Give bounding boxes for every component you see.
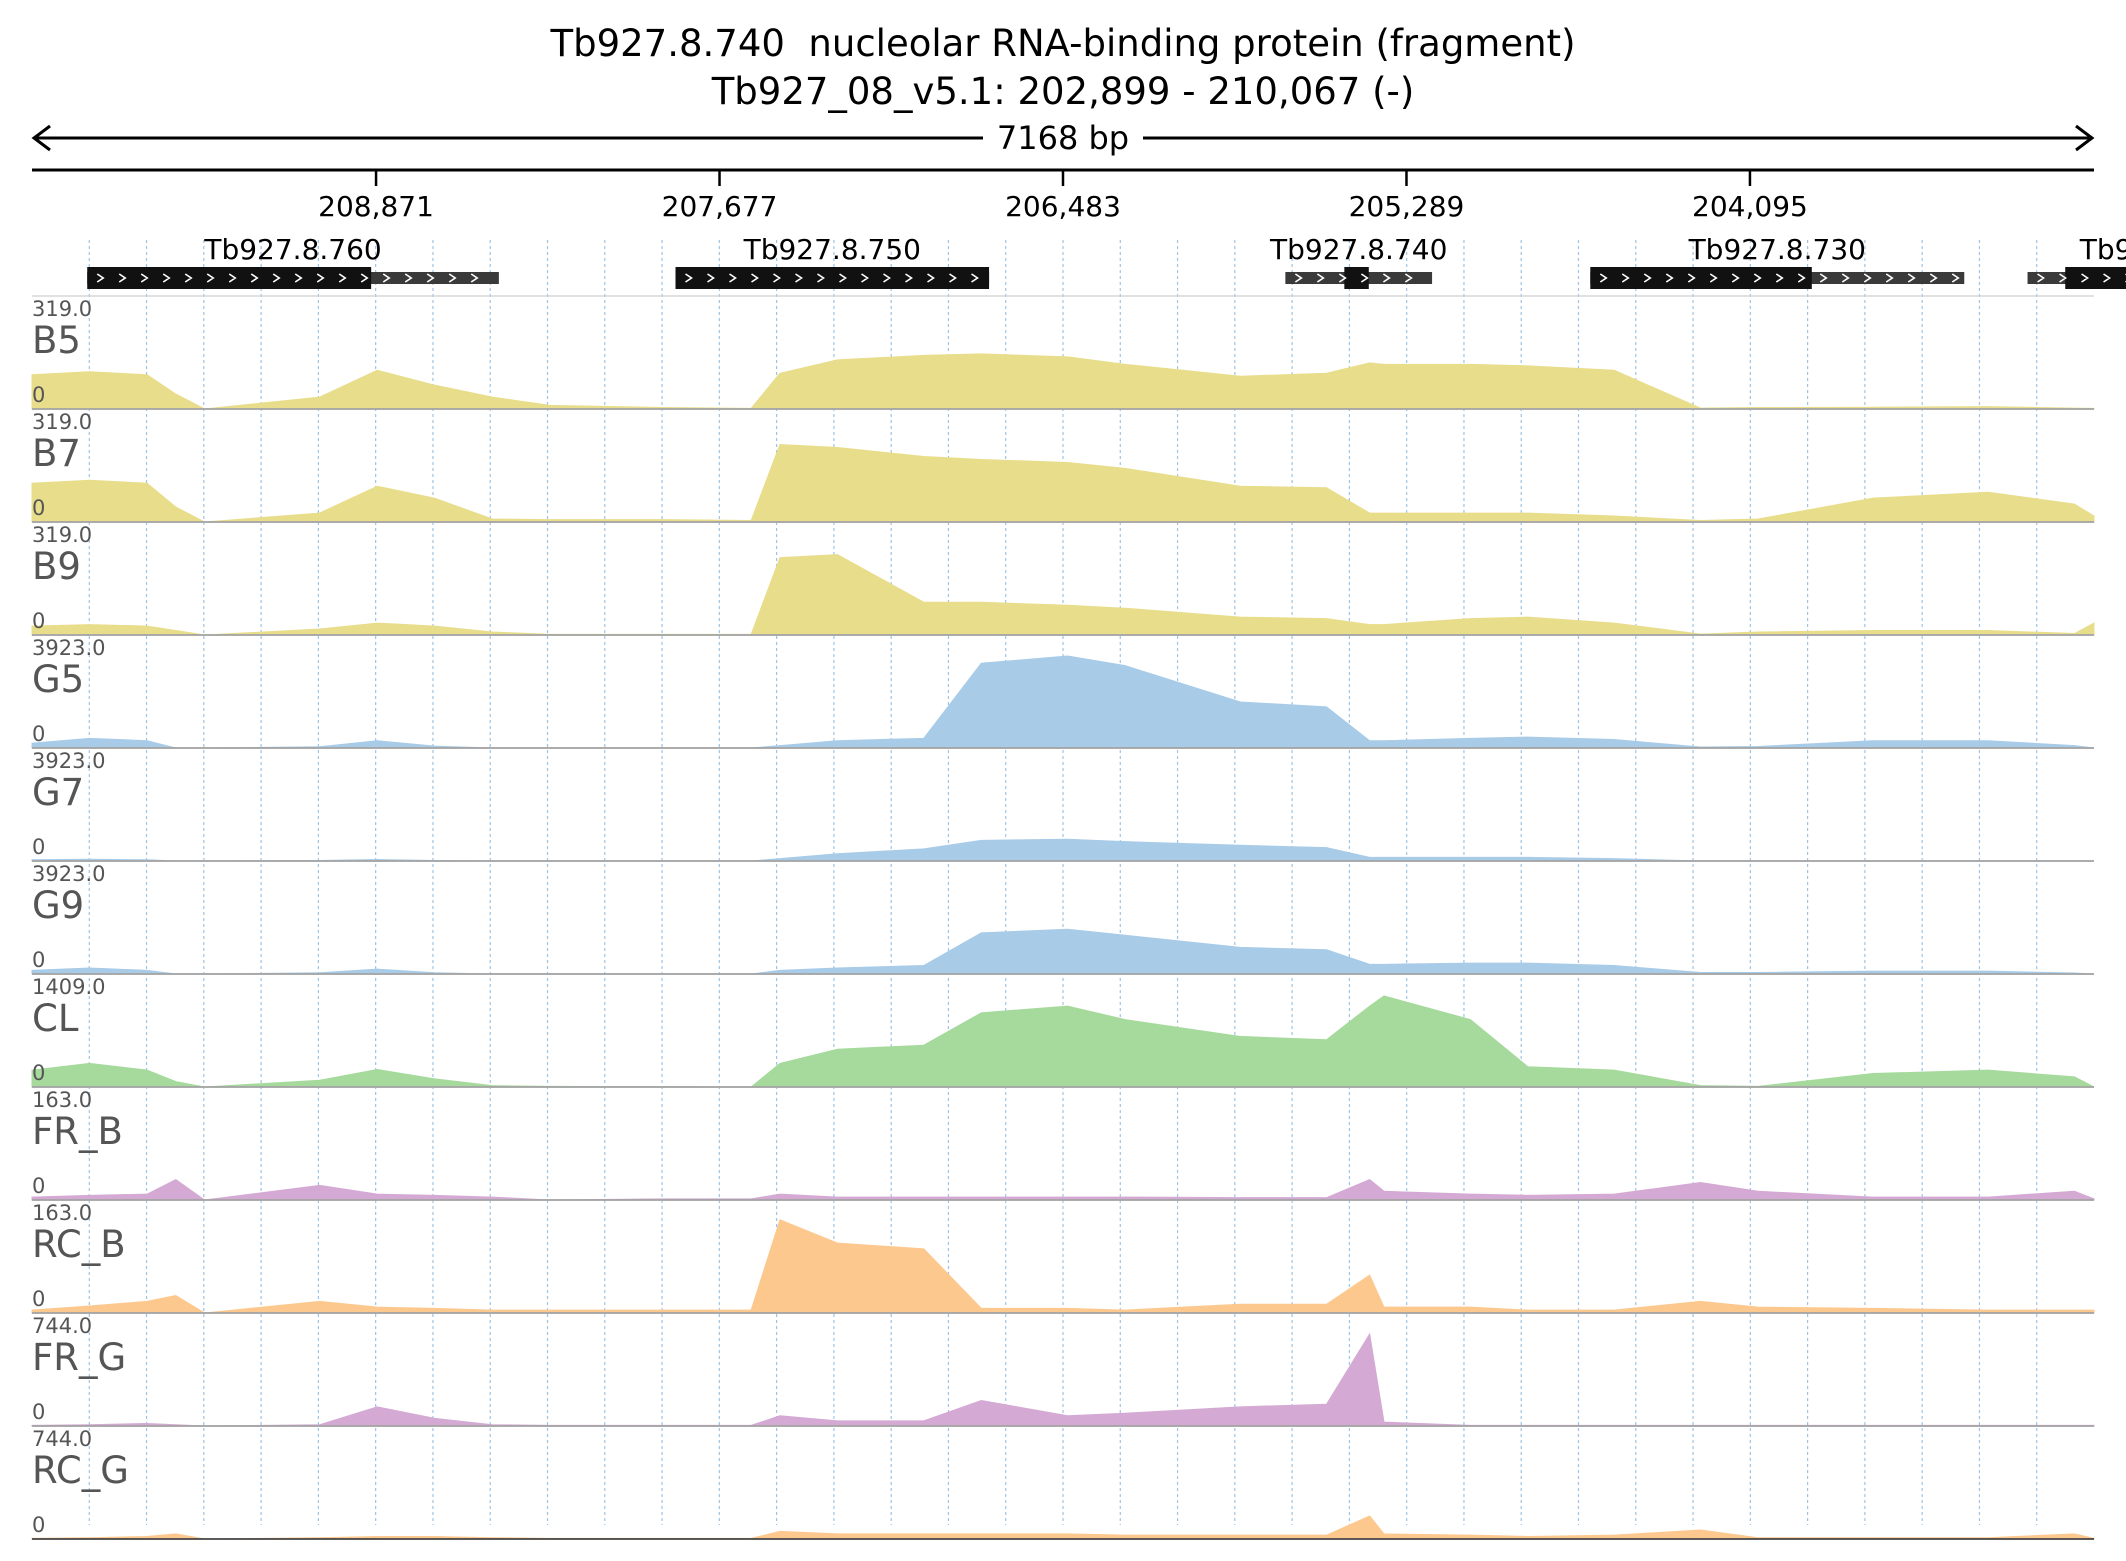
- track-ymin-label: 0: [32, 948, 45, 972]
- gene-strand-arrows: [1294, 273, 1413, 283]
- gene-label: Tb927.8.760: [203, 233, 381, 266]
- track-area-g7: [31, 838, 2094, 862]
- track-ymin-label: 0: [32, 1061, 45, 1085]
- track-ymin-label: 0: [32, 496, 45, 520]
- span-arrow-right: [2075, 124, 2095, 152]
- track-ymin-label: 0: [32, 1513, 45, 1537]
- gene-strand-arrows: [685, 273, 979, 283]
- gene-cds: [675, 267, 990, 289]
- track-name-label: FR_G: [32, 1336, 126, 1379]
- track-area-b9: [31, 554, 2095, 636]
- track-ymax-label: 1409.0: [32, 975, 105, 999]
- title-block: Tb927.8.740 nucleolar RNA-binding protei…: [0, 20, 2126, 116]
- track-name-label: B5: [32, 319, 81, 362]
- track-ymin-label: 0: [32, 1287, 45, 1311]
- track-ymin-label: 0: [32, 383, 45, 407]
- gene-cds: [87, 267, 372, 289]
- gene-label: Tb927.8.740: [1269, 233, 1447, 266]
- track-name-label: FR_B: [32, 1110, 123, 1153]
- gene-label: Tb927.8.750: [743, 233, 921, 266]
- track-ymax-label: 744.0: [32, 1314, 92, 1338]
- x-tick-label: 208,871: [318, 190, 434, 223]
- track-ymax-label: 163.0: [32, 1201, 92, 1225]
- track-ymin-label: 0: [32, 722, 45, 746]
- chart-title: Tb927.8.740 nucleolar RNA-binding protei…: [550, 22, 1576, 65]
- gene-strand-arrows: [96, 273, 479, 283]
- track-name-label: RC_G: [32, 1449, 129, 1492]
- track-ymax-label: 3923.0: [32, 862, 105, 886]
- track-ymax-label: 163.0: [32, 1088, 92, 1112]
- track-area-b7: [31, 444, 2095, 523]
- gene-label: Tb927.8.730: [1688, 233, 1866, 266]
- gene-strand-arrows: [2037, 273, 2126, 283]
- track-area-g5: [31, 655, 2095, 749]
- track-ymax-label: 744.0: [32, 1427, 92, 1451]
- x-tick-label: 204,095: [1692, 190, 1808, 223]
- track-ymin-label: 0: [32, 609, 45, 633]
- track-area-rc_b: [31, 1219, 2095, 1314]
- track-name-label: B9: [32, 545, 81, 588]
- span-arrow-left: [31, 124, 51, 152]
- track-name-label: G5: [32, 658, 84, 701]
- track-area-cl: [31, 995, 2095, 1088]
- x-tick-label: 207,677: [662, 190, 778, 223]
- gene-cds: [2065, 267, 2126, 289]
- gene-cds: [1344, 267, 1369, 289]
- track-ymin-label: 0: [32, 1400, 45, 1424]
- x-tick-label: 205,289: [1349, 190, 1465, 223]
- gene-cds: [1590, 267, 1812, 289]
- track-name-label: G9: [32, 884, 84, 927]
- track-ymax-label: 319.0: [32, 523, 92, 547]
- track-ymin-label: 0: [32, 1174, 45, 1198]
- track-name-label: B7: [32, 432, 81, 475]
- track-ymax-label: 3923.0: [32, 749, 105, 773]
- track-name-label: RC_B: [32, 1223, 126, 1266]
- track-ymax-label: 3923.0: [32, 636, 105, 660]
- span-label: 7168 bp: [997, 119, 1129, 157]
- track-name-label: G7: [32, 771, 84, 814]
- track-area-fr_b: [31, 1179, 2095, 1201]
- track-ymax-label: 319.0: [32, 410, 92, 434]
- track-ymax-label: 319.0: [32, 297, 92, 321]
- track-area-b5: [31, 353, 2095, 410]
- track-ymin-label: 0: [32, 835, 45, 859]
- x-tick-label: 206,483: [1005, 190, 1121, 223]
- track-area-g9: [31, 928, 2095, 975]
- track-name-label: CL: [32, 997, 79, 1040]
- span-label-bg: [983, 120, 1143, 156]
- gene-label: Tb927.8.720: [2079, 233, 2126, 266]
- gene-strand-arrows: [1599, 273, 1960, 283]
- chart-subtitle: Tb927_08_v5.1: 202,899 - 210,067 (-): [711, 70, 1415, 113]
